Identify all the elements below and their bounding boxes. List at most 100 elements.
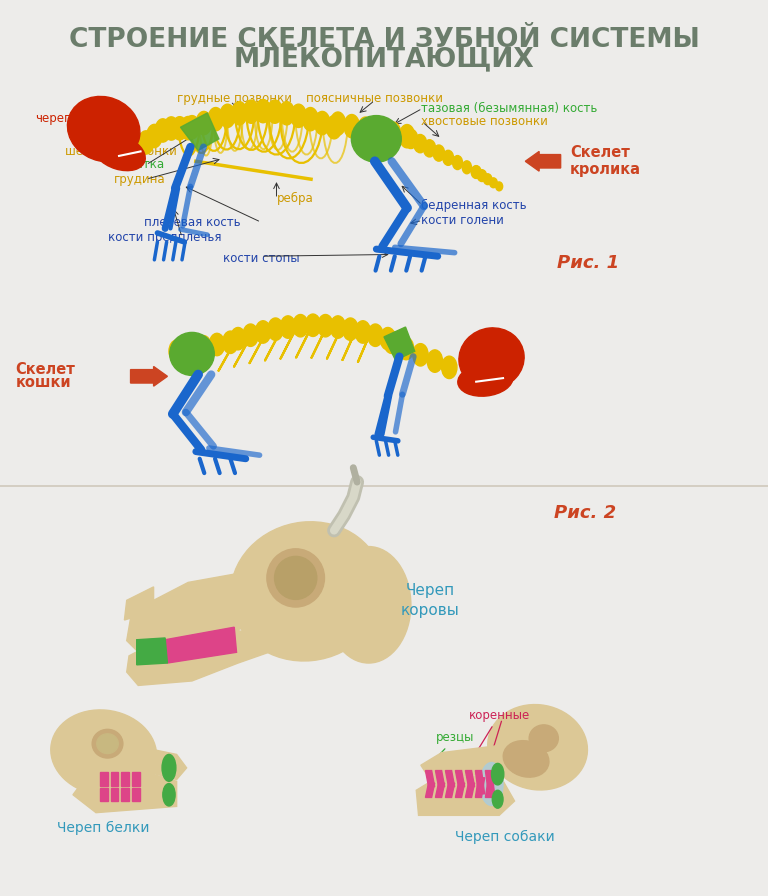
Ellipse shape	[492, 763, 504, 785]
Polygon shape	[445, 771, 455, 787]
Polygon shape	[465, 771, 475, 787]
Ellipse shape	[326, 547, 411, 663]
Ellipse shape	[220, 104, 235, 127]
FancyArrow shape	[525, 151, 561, 171]
Ellipse shape	[68, 97, 140, 161]
Ellipse shape	[380, 327, 396, 350]
Ellipse shape	[208, 108, 223, 131]
Ellipse shape	[443, 151, 454, 166]
Ellipse shape	[92, 729, 123, 758]
Polygon shape	[384, 327, 415, 360]
Ellipse shape	[480, 762, 503, 806]
Text: СТРОЕНИЕ СКЕЛЕТА И ЗУБНОЙ СИСТЕМЫ: СТРОЕНИЕ СКЕЛЕТА И ЗУБНОЙ СИСТЕМЫ	[68, 27, 700, 53]
Ellipse shape	[267, 548, 324, 607]
Ellipse shape	[529, 725, 558, 752]
Polygon shape	[445, 783, 455, 797]
Ellipse shape	[488, 704, 588, 790]
Text: хвостовые позвонки: хвостовые позвонки	[421, 116, 548, 128]
Text: череп: череп	[35, 112, 72, 125]
Ellipse shape	[492, 790, 503, 808]
Text: шейные позвонки: шейные позвонки	[65, 145, 177, 158]
Ellipse shape	[344, 115, 359, 138]
Ellipse shape	[305, 314, 321, 337]
Ellipse shape	[330, 316, 346, 339]
Ellipse shape	[372, 119, 387, 142]
Polygon shape	[485, 778, 495, 797]
Ellipse shape	[138, 131, 154, 154]
Polygon shape	[435, 771, 445, 787]
Polygon shape	[132, 772, 140, 786]
Text: коренные: коренные	[468, 709, 530, 755]
Ellipse shape	[472, 166, 481, 178]
Polygon shape	[121, 772, 129, 786]
Polygon shape	[425, 771, 435, 787]
Polygon shape	[142, 747, 187, 780]
Ellipse shape	[293, 314, 308, 337]
Text: лопатка: лопатка	[114, 159, 165, 171]
Polygon shape	[165, 627, 237, 663]
Polygon shape	[73, 771, 177, 813]
Text: грудные позвонки: грудные позвонки	[177, 92, 292, 105]
Polygon shape	[180, 113, 219, 151]
Ellipse shape	[459, 328, 524, 389]
Ellipse shape	[490, 177, 498, 188]
Ellipse shape	[471, 166, 481, 178]
Ellipse shape	[384, 331, 399, 353]
Ellipse shape	[318, 314, 333, 337]
Polygon shape	[111, 788, 118, 801]
Ellipse shape	[458, 364, 513, 396]
Ellipse shape	[172, 116, 187, 140]
Ellipse shape	[330, 112, 346, 135]
Ellipse shape	[147, 125, 162, 148]
Ellipse shape	[182, 338, 197, 360]
Text: Череп
коровы: Череп коровы	[401, 583, 459, 617]
Ellipse shape	[326, 116, 342, 139]
Ellipse shape	[315, 111, 330, 134]
Polygon shape	[127, 631, 284, 685]
Ellipse shape	[243, 100, 259, 124]
Ellipse shape	[155, 119, 170, 142]
Text: Череп белки: Череп белки	[58, 821, 150, 835]
Ellipse shape	[503, 741, 549, 777]
Polygon shape	[137, 638, 167, 665]
Ellipse shape	[280, 316, 296, 339]
Ellipse shape	[484, 174, 492, 185]
Ellipse shape	[427, 349, 442, 373]
Ellipse shape	[163, 783, 175, 806]
Ellipse shape	[170, 332, 214, 375]
Ellipse shape	[452, 156, 462, 169]
Ellipse shape	[386, 122, 401, 145]
Text: плечевая кость: плечевая кость	[144, 216, 241, 228]
Ellipse shape	[169, 340, 184, 363]
Polygon shape	[121, 788, 129, 801]
Polygon shape	[475, 771, 485, 794]
FancyArrow shape	[131, 366, 167, 386]
Text: Скелет
кролика: Скелет кролика	[570, 145, 641, 177]
Polygon shape	[416, 774, 515, 815]
Polygon shape	[421, 745, 499, 780]
Ellipse shape	[442, 356, 457, 379]
Ellipse shape	[267, 100, 283, 124]
Ellipse shape	[232, 101, 247, 125]
Ellipse shape	[291, 104, 306, 127]
Ellipse shape	[477, 169, 487, 182]
Text: Скелет: Скелет	[15, 362, 75, 376]
Ellipse shape	[343, 318, 358, 340]
Ellipse shape	[180, 116, 196, 140]
Ellipse shape	[243, 324, 258, 347]
Ellipse shape	[51, 710, 157, 796]
Ellipse shape	[462, 161, 472, 174]
Text: Рис. 2: Рис. 2	[554, 504, 617, 521]
Ellipse shape	[368, 324, 383, 347]
Ellipse shape	[275, 556, 316, 599]
Text: кости стопы: кости стопы	[223, 252, 300, 264]
Ellipse shape	[97, 734, 118, 754]
Ellipse shape	[230, 327, 246, 350]
Ellipse shape	[399, 337, 414, 360]
Ellipse shape	[413, 343, 429, 366]
Polygon shape	[100, 772, 108, 786]
Polygon shape	[124, 587, 154, 620]
Text: бедренная кость: бедренная кость	[421, 199, 527, 211]
Ellipse shape	[352, 116, 401, 162]
Ellipse shape	[404, 129, 418, 149]
